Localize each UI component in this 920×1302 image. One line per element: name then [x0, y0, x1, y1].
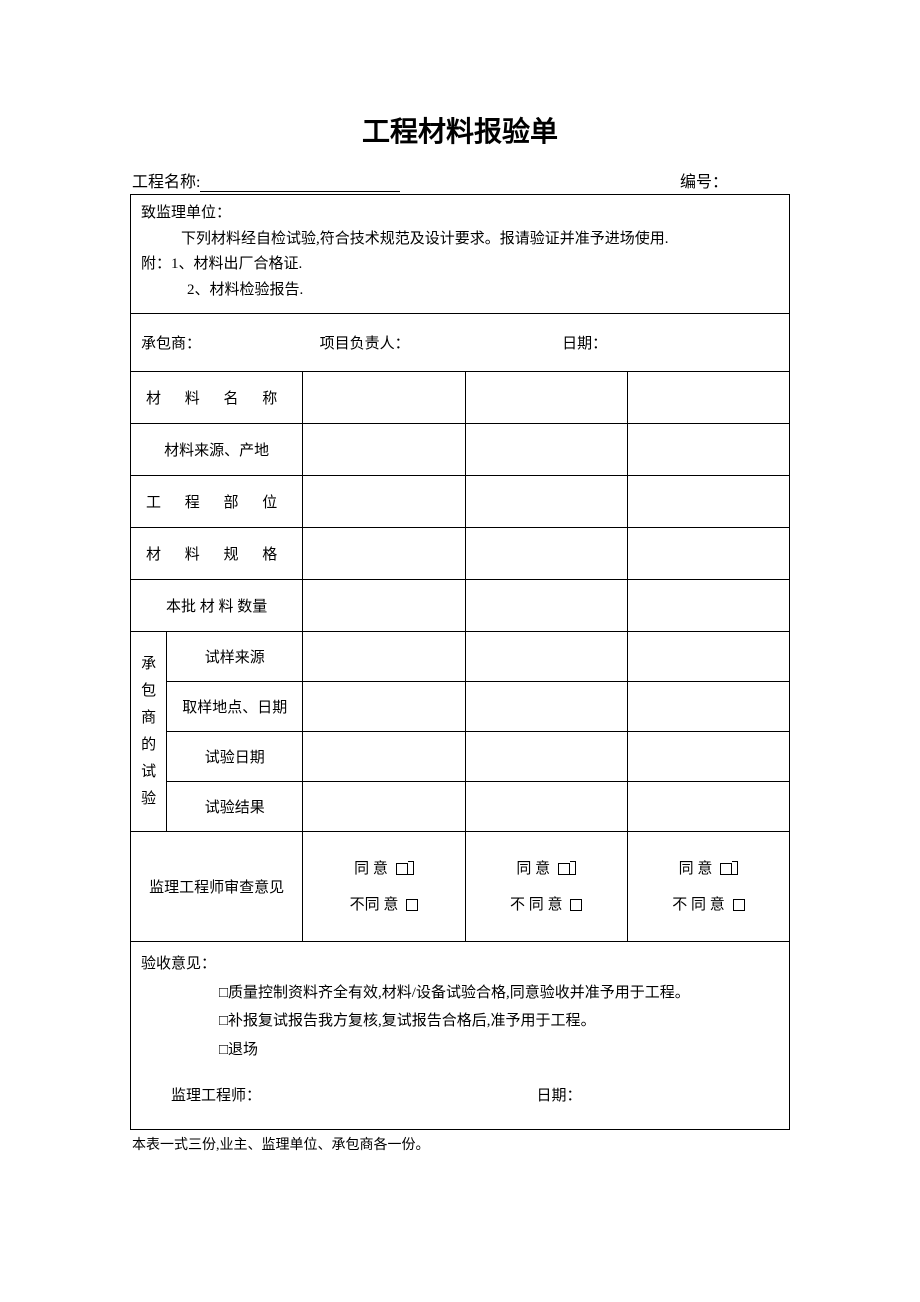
row-material-name: 材 料 名 称 [131, 372, 303, 424]
disagree-text-3: 不 同 意 [672, 897, 725, 913]
attach-line1: 附：1、材料出厂合格证. [141, 252, 779, 278]
signature-row: 承包商： 项目负责人： 日期： [131, 314, 790, 372]
checkbox-icon[interactable] [733, 899, 745, 911]
contractor-label: 承包商： [141, 332, 320, 353]
project-name-blank[interactable] [200, 174, 400, 192]
agree-option-3[interactable]: 同 意 [636, 851, 781, 887]
checkbox-icon[interactable] [570, 899, 582, 911]
disagree-text-1: 不同 意 [350, 897, 399, 913]
sample-location-label: 取样地点、日期 [167, 682, 303, 732]
cell-s2c2[interactable] [465, 682, 627, 732]
review-label: 监理工程师审查意见 [131, 832, 303, 942]
agree-option-1[interactable]: 同 意 [311, 851, 456, 887]
intro-cell: 致监理单位： 下列材料经自检试验,符合技术规范及设计要求。报请验证并准予进场使用… [131, 195, 790, 314]
checkbox-ext-icon [570, 861, 576, 875]
checkbox-icon[interactable] [406, 899, 418, 911]
cell-s2c1[interactable] [303, 682, 465, 732]
accept-title: 验收意见： [141, 950, 779, 979]
checkbox-icon[interactable] [396, 863, 408, 875]
agree-text-2: 同 意 [516, 861, 550, 877]
cell-r3c2[interactable] [465, 476, 627, 528]
pm-label: 项目负责人： [320, 332, 562, 353]
intro-body: 下列材料经自检试验,符合技术规范及设计要求。报请验证并准予进场使用. [141, 227, 779, 253]
contractor-test-label: 承包商的试验 [131, 632, 167, 832]
cell-s1c2[interactable] [465, 632, 627, 682]
cell-s4c2[interactable] [465, 782, 627, 832]
row-material-qty: 本批 材 料 数量 [131, 580, 303, 632]
row-project-part: 工 程 部 位 [131, 476, 303, 528]
cell-r2c3[interactable] [627, 424, 789, 476]
date-label: 日期： [562, 332, 779, 353]
review-col1: 同 意 不同 意 [303, 832, 465, 942]
engineer-label: 监理工程师： [141, 1082, 537, 1111]
agree-text-3: 同 意 [679, 861, 713, 877]
checkbox-icon[interactable] [558, 863, 570, 875]
cell-r4c3[interactable] [627, 528, 789, 580]
cell-s1c1[interactable] [303, 632, 465, 682]
cell-s3c2[interactable] [465, 732, 627, 782]
cell-s3c1[interactable] [303, 732, 465, 782]
agree-text-1: 同 意 [354, 861, 388, 877]
to-supervisor: 致监理单位： [141, 201, 779, 227]
accept-signature-row: 监理工程师： 日期： [141, 1064, 779, 1121]
cell-r5c3[interactable] [627, 580, 789, 632]
number-label: 编号： [680, 168, 788, 192]
cell-r1c3[interactable] [627, 372, 789, 424]
form-title: 工程材料报验单 [130, 110, 790, 150]
review-col2: 同 意 不 同 意 [465, 832, 627, 942]
main-table: 致监理单位： 下列材料经自检试验,符合技术规范及设计要求。报请验证并准予进场使用… [130, 194, 790, 1130]
cell-s4c3[interactable] [627, 782, 789, 832]
cell-r3c1[interactable] [303, 476, 465, 528]
cell-s3c3[interactable] [627, 732, 789, 782]
footer-note: 本表一式三份,业主、监理单位、承包商各一份。 [130, 1130, 790, 1158]
disagree-option-2[interactable]: 不 同 意 [474, 887, 619, 923]
cell-r5c1[interactable] [303, 580, 465, 632]
row-material-spec: 材 料 规 格 [131, 528, 303, 580]
cell-s1c3[interactable] [627, 632, 789, 682]
header-row: 工程名称: 编号： [130, 168, 790, 192]
accept-date-label: 日期： [537, 1082, 779, 1111]
cell-r2c2[interactable] [465, 424, 627, 476]
cell-r3c3[interactable] [627, 476, 789, 528]
cell-r4c2[interactable] [465, 528, 627, 580]
disagree-text-2: 不 同 意 [510, 897, 563, 913]
cell-r1c1[interactable] [303, 372, 465, 424]
disagree-option-3[interactable]: 不 同 意 [636, 887, 781, 923]
attach-line2: 2、材料检验报告. [141, 278, 779, 304]
cell-s2c3[interactable] [627, 682, 789, 732]
test-date-label: 试验日期 [167, 732, 303, 782]
accept-opt3[interactable]: □退场 [141, 1036, 779, 1065]
checkbox-icon[interactable] [720, 863, 732, 875]
accept-opt2[interactable]: □补报复试报告我方复核,复试报告合格后,准予用于工程。 [141, 1007, 779, 1036]
agree-option-2[interactable]: 同 意 [474, 851, 619, 887]
sample-source-label: 试样来源 [167, 632, 303, 682]
project-label-text: 工程名称: [132, 174, 200, 191]
row-material-origin: 材料来源、产地 [131, 424, 303, 476]
accept-opt1[interactable]: □质量控制资料齐全有效,材料/设备试验合格,同意验收并准予用于工程。 [141, 979, 779, 1008]
test-result-label: 试验结果 [167, 782, 303, 832]
review-col3: 同 意 不 同 意 [627, 832, 789, 942]
checkbox-ext-icon [732, 861, 738, 875]
cell-r4c1[interactable] [303, 528, 465, 580]
disagree-option-1[interactable]: 不同 意 [311, 887, 456, 923]
cell-r5c2[interactable] [465, 580, 627, 632]
project-name-label: 工程名称: [132, 168, 400, 192]
cell-r1c2[interactable] [465, 372, 627, 424]
cell-r2c1[interactable] [303, 424, 465, 476]
acceptance-cell: 验收意见： □质量控制资料齐全有效,材料/设备试验合格,同意验收并准予用于工程。… [131, 942, 790, 1130]
checkbox-ext-icon [408, 861, 414, 875]
cell-s4c1[interactable] [303, 782, 465, 832]
